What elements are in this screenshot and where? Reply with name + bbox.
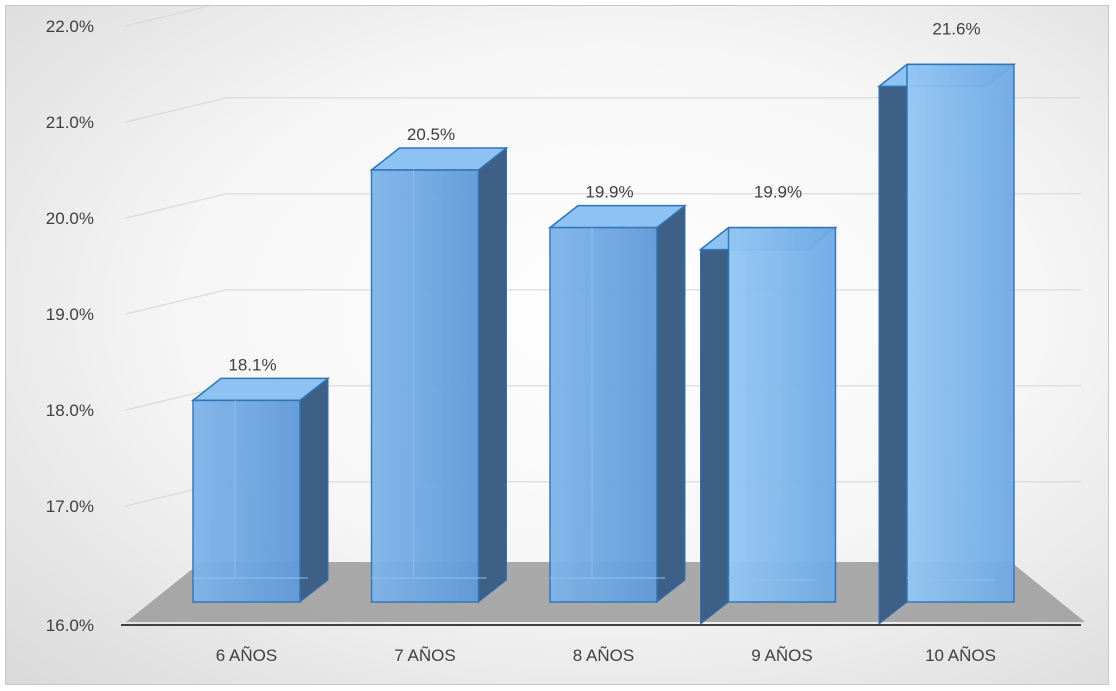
- bar-side: [478, 146, 507, 604]
- y-tick-label: 17.0%: [46, 497, 94, 516]
- bar-front: [370, 169, 480, 603]
- category-label: 8 AÑOS: [573, 646, 634, 665]
- category-label: 7 AÑOS: [394, 646, 455, 665]
- y-tick-label: 16.0%: [46, 616, 94, 635]
- y-tick-label: 21.0%: [46, 113, 94, 132]
- bar-front: [192, 399, 301, 603]
- bar-side-left: [878, 63, 908, 626]
- category-label: 10 AÑOS: [925, 646, 996, 665]
- y-tick-label: 19.0%: [46, 305, 94, 324]
- gridline: [125, 97, 1081, 123]
- data-label: 19.9%: [754, 183, 802, 202]
- bar: [190, 377, 331, 604]
- y-tick-label: 22.0%: [46, 17, 94, 36]
- data-label: 19.9%: [585, 183, 633, 202]
- bar-front: [549, 226, 658, 603]
- bar-front: [727, 226, 837, 603]
- bar: [876, 63, 1017, 626]
- y-tick-label: 18.0%: [46, 401, 94, 420]
- gridline: [125, 6, 212, 27]
- data-label: 18.1%: [228, 355, 276, 374]
- chart-plot-area: 18.1% 6 AÑOS 20.5% 7 AÑOS 19.9% 8 AÑOS 19.9% 9 …: [46, 6, 1085, 665]
- bar-side: [299, 377, 329, 604]
- bar-side-left: [700, 226, 729, 626]
- bar-front: [906, 63, 1015, 603]
- bar: [698, 226, 838, 626]
- data-label: 20.5%: [407, 125, 455, 144]
- bar: [369, 146, 509, 604]
- bar: [547, 204, 688, 604]
- bar-inner-edge: [926, 74, 994, 581]
- bar-inner-edge: [747, 237, 816, 581]
- bars: [190, 63, 1017, 626]
- gridline: [125, 193, 1081, 219]
- category-label: 9 AÑOS: [751, 646, 812, 665]
- bar-side: [656, 204, 686, 604]
- data-label: 21.6%: [932, 19, 980, 38]
- chart-frame: 18.1% 6 AÑOS 20.5% 7 AÑOS 19.9% 8 AÑOS 19.9% 9 …: [5, 5, 1109, 685]
- category-label: 6 AÑOS: [216, 646, 277, 665]
- labels: 18.1% 6 AÑOS 20.5% 7 AÑOS 19.9% 8 AÑOS 19.9% 9 …: [46, 17, 996, 665]
- y-tick-label: 20.0%: [46, 209, 94, 228]
